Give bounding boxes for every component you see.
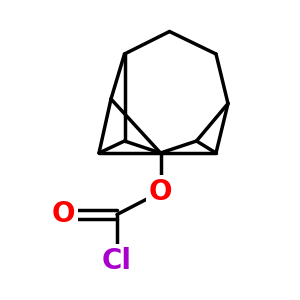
- Text: Cl: Cl: [102, 247, 132, 275]
- Text: O: O: [51, 200, 75, 229]
- Text: O: O: [149, 178, 172, 206]
